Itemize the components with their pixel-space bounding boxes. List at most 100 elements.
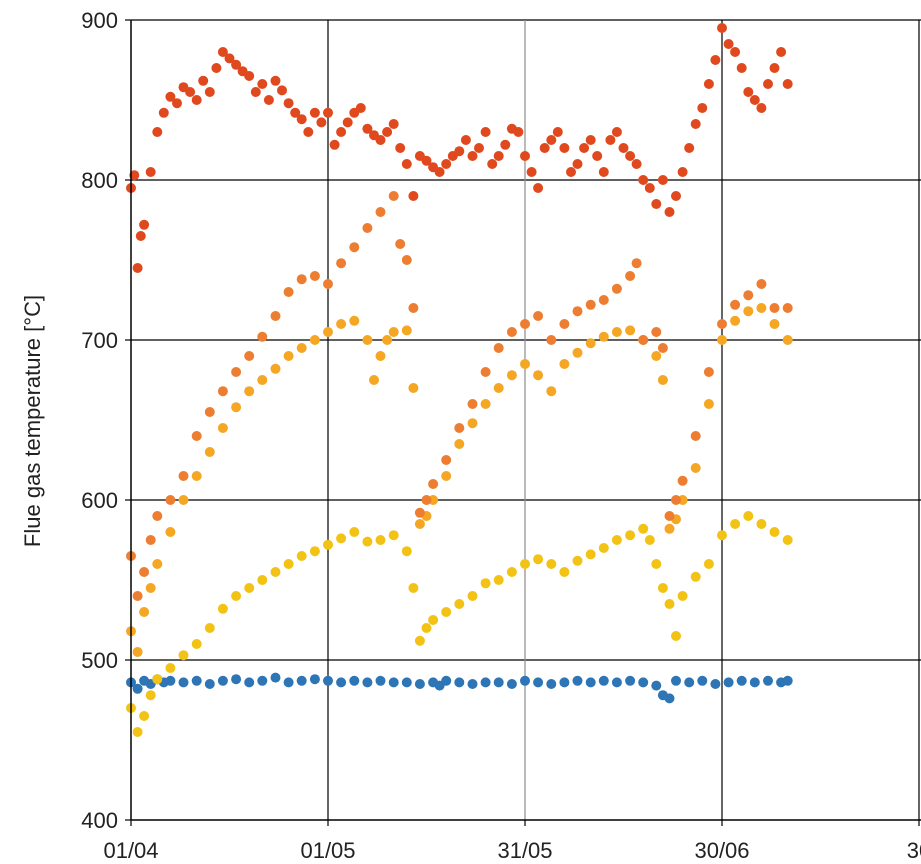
data-point xyxy=(618,143,629,153)
data-point xyxy=(625,271,636,281)
data-point xyxy=(408,191,419,201)
data-point xyxy=(763,675,773,686)
data-point xyxy=(782,675,793,686)
data-point xyxy=(598,167,609,177)
data-point xyxy=(401,677,412,688)
data-point xyxy=(414,507,425,518)
data-point xyxy=(572,555,583,566)
data-point xyxy=(217,386,228,397)
data-point xyxy=(401,325,412,336)
y-tick-labels: 400 500 600 700 800 900 xyxy=(81,8,118,833)
data-point xyxy=(309,546,320,557)
data-point xyxy=(231,591,242,601)
data-point xyxy=(191,675,202,686)
data-point xyxy=(520,319,530,329)
data-point xyxy=(703,367,714,377)
data-point xyxy=(191,639,202,649)
data-point xyxy=(263,95,274,105)
data-point xyxy=(703,79,714,89)
x-tick-labels: 01/04 01/05 31/05 30/06 30 xyxy=(103,838,921,863)
data-point xyxy=(257,331,268,342)
data-point xyxy=(598,543,609,553)
data-point xyxy=(257,575,268,585)
data-point xyxy=(710,55,721,65)
data-point xyxy=(664,599,675,609)
data-point xyxy=(638,175,649,185)
data-point xyxy=(165,91,176,102)
data-point xyxy=(270,363,281,374)
data-point xyxy=(454,423,465,433)
data-point xyxy=(506,567,517,577)
y-axis-label: Flue gas temperature [°C] xyxy=(20,295,45,547)
data-point xyxy=(362,677,373,688)
data-point xyxy=(152,559,163,569)
data-point xyxy=(611,677,622,688)
data-point xyxy=(769,63,780,73)
data-point xyxy=(749,95,760,105)
data-point xyxy=(375,351,386,361)
data-point xyxy=(782,303,793,313)
data-point xyxy=(520,559,530,569)
data-point xyxy=(132,683,143,694)
data-point xyxy=(336,127,347,137)
data-point xyxy=(677,591,688,601)
data-point xyxy=(690,431,701,441)
data-point xyxy=(309,271,320,281)
data-point xyxy=(132,591,143,601)
data-point xyxy=(336,677,347,688)
data-point xyxy=(139,219,150,230)
data-point xyxy=(480,399,491,409)
data-point xyxy=(690,119,701,129)
data-point xyxy=(572,347,583,358)
series-4 xyxy=(126,23,793,273)
data-point xyxy=(270,75,281,86)
data-point xyxy=(191,431,202,441)
data-point xyxy=(362,335,373,345)
data-point xyxy=(257,375,268,385)
data-point xyxy=(395,239,406,249)
data-point xyxy=(533,311,544,321)
data-point xyxy=(342,117,353,128)
data-point xyxy=(388,677,399,688)
data-point xyxy=(401,255,412,265)
data-point xyxy=(329,139,340,150)
data-point xyxy=(414,635,425,646)
data-point xyxy=(506,679,517,689)
data-point xyxy=(323,539,333,550)
data-point xyxy=(467,399,478,409)
data-point xyxy=(644,535,655,545)
data-point xyxy=(283,287,294,297)
data-point xyxy=(250,87,261,97)
data-point xyxy=(224,53,235,64)
data-point xyxy=(625,325,636,336)
data-point xyxy=(644,183,655,193)
data-point xyxy=(421,155,432,166)
data-point xyxy=(139,711,150,721)
data-point xyxy=(165,527,176,537)
data-point xyxy=(428,479,439,489)
data-point xyxy=(638,677,649,688)
data-point xyxy=(730,299,741,310)
data-point xyxy=(158,107,169,118)
data-point xyxy=(152,127,163,137)
data-point xyxy=(355,103,366,113)
x-tick-label: 30/06 xyxy=(694,838,749,863)
data-point xyxy=(493,343,504,353)
y-tick-label: 900 xyxy=(81,8,118,33)
data-point xyxy=(559,319,570,329)
data-point xyxy=(428,615,439,625)
data-point xyxy=(763,79,773,89)
data-point xyxy=(684,143,695,153)
data-point xyxy=(598,331,609,342)
data-point xyxy=(145,535,156,545)
data-point xyxy=(145,583,156,593)
data-point xyxy=(677,167,688,177)
data-point xyxy=(139,607,150,617)
data-point xyxy=(349,242,360,253)
data-point xyxy=(165,675,176,686)
data-point xyxy=(296,551,307,561)
data-point xyxy=(388,327,399,337)
data-point xyxy=(756,103,767,113)
data-point xyxy=(421,495,432,505)
data-point xyxy=(493,575,504,585)
